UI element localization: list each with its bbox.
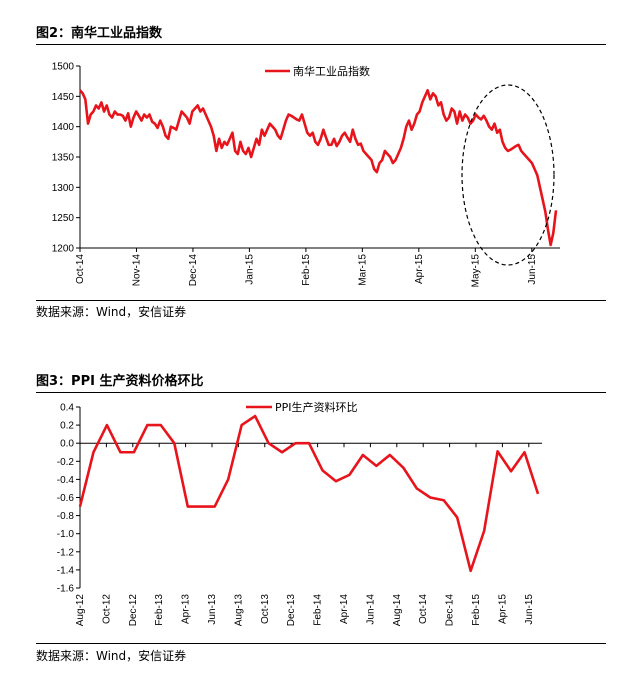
chart2-ytick-label: -0.4 xyxy=(57,475,75,486)
chart2-xtick-label: Jun-15 xyxy=(524,594,535,625)
chart2-xtick-label: Oct-12 xyxy=(101,594,112,624)
chart2-xtick-label: Oct-14 xyxy=(418,594,429,624)
chart2-xtick-label: Aug-12 xyxy=(75,594,86,627)
chart2-ytick-label: -0.2 xyxy=(57,457,75,468)
chart2-xtick-label: Feb-14 xyxy=(313,594,324,626)
chart1-xtick-label: Apr-15 xyxy=(414,254,425,284)
chart2-series-line xyxy=(78,414,540,573)
chart2-ytick-label: -1.0 xyxy=(57,529,75,540)
chart2-xtick-label: Dec-14 xyxy=(445,594,456,627)
chart1-ytick-label: 1450 xyxy=(52,92,75,103)
chart1-xtick-label: Oct-14 xyxy=(75,254,86,284)
chart2-ytick-label: -1.6 xyxy=(57,584,75,595)
chart1-ytick-label: 1500 xyxy=(52,62,75,73)
chart1-xtick-label: Nov-14 xyxy=(131,254,142,287)
chart2-title: 图3：PPI 生产资料价格环比 xyxy=(36,374,204,389)
chart2-source: 数据来源：Wind，安信证券 xyxy=(36,649,187,663)
chart2-bottom-rule xyxy=(36,643,606,644)
chart2-xtick-label: Apr-14 xyxy=(339,594,350,624)
chart2-ytick-label: -1.2 xyxy=(57,547,75,558)
chart1-top-rule xyxy=(36,44,606,45)
chart2-ytick-label: -0.8 xyxy=(57,511,75,522)
chart2-ytick-label: 0.2 xyxy=(60,421,74,432)
chart1-highlight-ellipse xyxy=(461,84,555,266)
chart2-xtick-label: Aug-13 xyxy=(233,594,244,627)
chart1-xtick-label: Jan-15 xyxy=(244,254,255,285)
chart2-xtick-label: Jun-14 xyxy=(365,594,376,625)
chart2-xtick-label: Feb-13 xyxy=(154,594,165,626)
chart1-ytick-label: 1350 xyxy=(52,153,75,164)
chart2-xtick-label: Aug-14 xyxy=(392,594,403,627)
chart1-ytick-label: 1250 xyxy=(52,213,75,224)
chart2-xtick-label: Apr-15 xyxy=(497,594,508,624)
chart2-ytick-label: -0.6 xyxy=(57,493,75,504)
chart1-ytick-label: 1200 xyxy=(52,244,75,255)
chart1-xtick-label: May-15 xyxy=(470,254,481,288)
chart1-xtick-label: Feb-15 xyxy=(301,254,312,286)
chart1-series-line xyxy=(79,88,558,247)
chart2-ytick-label: 0.0 xyxy=(60,439,74,450)
chart2-top-rule xyxy=(36,392,606,393)
chart2-xtick-label: Jun-13 xyxy=(207,594,218,625)
chart1-bottom-rule xyxy=(36,300,606,301)
chart1-source: 数据来源：Wind，安信证券 xyxy=(36,305,187,319)
chart2-xtick-label: Dec-13 xyxy=(286,594,297,627)
chart1-legend-label: 南华工业品指数 xyxy=(293,64,370,78)
chart2-legend-label: PPI生产资料环比 xyxy=(275,400,358,414)
chart2-ytick-label: 0.4 xyxy=(60,403,74,414)
chart1-xtick-label: Dec-14 xyxy=(188,254,199,287)
chart2-xtick-label: Dec-12 xyxy=(128,594,139,627)
chart2-xtick-label: Feb-15 xyxy=(471,594,482,626)
chart1-title: 图2：南华工业品指数 xyxy=(36,26,163,41)
chart1-xtick-label: Jun-15 xyxy=(527,254,538,285)
chart2-xtick-label: Apr-13 xyxy=(181,594,192,624)
chart1-xtick-label: Mar-15 xyxy=(357,254,368,286)
chart1-ytick-label: 1400 xyxy=(52,122,75,133)
chart2-xtick-label: Oct-13 xyxy=(260,594,271,624)
chart2-ytick-label: -1.4 xyxy=(57,565,75,576)
chart1-ytick-label: 1300 xyxy=(52,183,75,194)
